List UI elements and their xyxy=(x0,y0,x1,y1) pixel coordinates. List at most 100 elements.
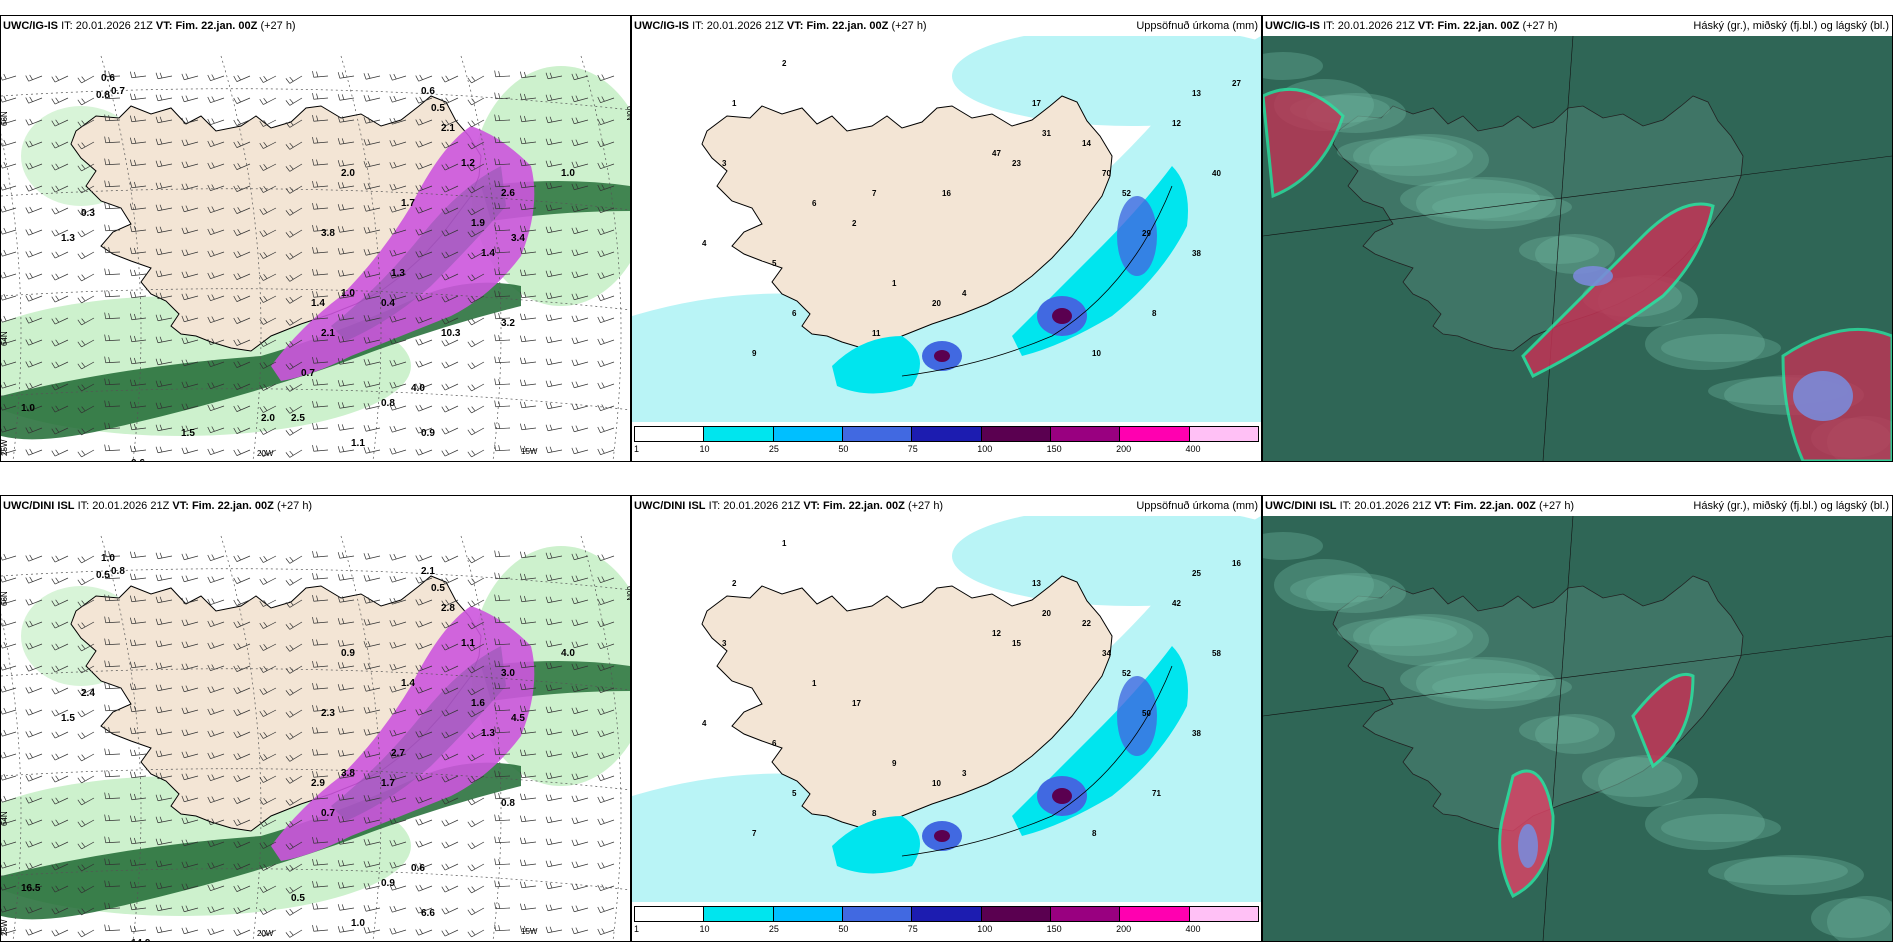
wind-barb xyxy=(519,225,537,233)
wind-barb xyxy=(545,684,563,692)
wind-barb xyxy=(181,905,199,913)
precip-value-label: 8 xyxy=(1092,829,1097,838)
wind-barb xyxy=(285,731,303,740)
colorbar-tick-label: 100 xyxy=(977,924,993,934)
wind-barb xyxy=(494,224,511,232)
wind-barb xyxy=(597,360,615,368)
low-cloud-area xyxy=(1645,318,1765,370)
wind-barb xyxy=(571,597,589,605)
precip-value-label: 2.9 xyxy=(311,778,325,789)
precip-value-label: 20 xyxy=(932,299,941,308)
wind-barb xyxy=(467,753,485,762)
cloud-map[interactable] xyxy=(1263,36,1892,461)
wind-barb xyxy=(337,424,355,431)
low-cloud-area xyxy=(1519,716,1599,744)
wind-barb xyxy=(415,426,433,434)
wind-barb xyxy=(25,752,43,760)
wind-barb xyxy=(233,577,251,584)
wind-barb xyxy=(415,162,433,170)
wind-barb xyxy=(25,206,43,214)
wind-barb xyxy=(545,574,563,582)
wind-barb xyxy=(441,753,459,761)
axis-label-lat: 66N xyxy=(625,106,630,121)
wind-barb xyxy=(389,359,407,367)
wind-barb xyxy=(415,928,433,936)
wind-barb xyxy=(571,861,589,869)
low-cloud-area xyxy=(1811,898,1891,938)
wind-barb xyxy=(363,927,381,934)
wind-barb xyxy=(519,661,537,669)
precip-map[interactable]: 2134569112047231731147052291213274038810… xyxy=(632,36,1261,422)
wind-barb xyxy=(415,686,433,694)
wind-barb xyxy=(467,317,485,326)
wind-barb xyxy=(233,555,251,562)
wind-barb xyxy=(1,117,17,125)
wind-barb xyxy=(285,885,303,894)
wind-barb xyxy=(233,753,251,760)
wind-barb xyxy=(207,162,225,170)
wind-barb xyxy=(155,292,173,300)
wind-barb xyxy=(545,204,563,212)
wind-barb xyxy=(259,841,277,849)
wind-barb xyxy=(155,446,173,454)
wind-barb xyxy=(571,707,589,715)
wind-barb xyxy=(389,795,407,803)
wind-barb xyxy=(337,226,355,233)
wind-barb xyxy=(233,163,251,170)
wind-barb xyxy=(363,139,381,146)
wind-barb xyxy=(155,816,173,824)
region-border xyxy=(901,185,1173,377)
wind-barb xyxy=(77,207,95,216)
wind-map[interactable]: 1.00.5 0.81.52.10.52.81.61.33.04.52.71.70… xyxy=(1,516,630,941)
wind-barb xyxy=(1,271,17,279)
wind-barb xyxy=(1,751,17,759)
precip-value-label: 6 xyxy=(812,199,817,208)
wind-barb xyxy=(337,314,355,321)
wind-barb xyxy=(104,880,121,888)
wind-barb xyxy=(519,705,537,713)
precip-value-label: 7 xyxy=(872,189,877,198)
wind-barb xyxy=(337,182,355,189)
wind-barb xyxy=(337,116,355,123)
wind-barb xyxy=(389,905,407,913)
wind-barb xyxy=(363,359,381,366)
wind-barb xyxy=(181,293,199,301)
colorbar-tick-label: 50 xyxy=(838,924,849,934)
wind-barb xyxy=(233,75,251,82)
wind-barb xyxy=(597,598,615,606)
wind-barb xyxy=(519,639,537,647)
low-cloud-area xyxy=(1708,857,1848,885)
wind-barb xyxy=(51,643,69,651)
precip-value-label: 16 xyxy=(942,189,951,198)
wind-barb xyxy=(259,621,277,629)
wind-barb xyxy=(389,861,407,869)
wind-barb xyxy=(207,382,225,390)
wind-barb xyxy=(389,447,407,455)
precip-map[interactable]: 1234657810121513202234525042251658387183… xyxy=(632,516,1261,902)
wind-barb xyxy=(104,550,121,558)
low-cloud-area xyxy=(1263,52,1323,80)
wind-barb xyxy=(25,708,43,716)
cloud-map[interactable] xyxy=(1263,516,1892,941)
wind-barb xyxy=(312,159,329,166)
wind-barb xyxy=(494,660,511,668)
wind-map[interactable]: 0.60.8 0.71.30.60.52.11.91.42.63.41.30.42… xyxy=(1,36,630,461)
precip-value-label: 10.3 xyxy=(441,328,461,339)
precip-value-label: 9 xyxy=(892,759,897,768)
precip-value-label: 1.7 xyxy=(381,778,395,789)
wind-barb xyxy=(181,817,199,825)
wind-barb xyxy=(1,729,17,737)
precip-value-label: 0.8 xyxy=(111,566,125,577)
wind-barb xyxy=(285,665,303,674)
precip-value-label: 0.6 xyxy=(421,86,435,97)
wind-barb xyxy=(363,117,381,124)
low-cloud-area xyxy=(1598,755,1698,807)
wind-barb xyxy=(129,551,147,559)
region-border xyxy=(901,665,1173,857)
wind-barb xyxy=(104,660,121,668)
wind-barb xyxy=(441,339,459,347)
wind-barb xyxy=(25,294,43,302)
wind-barb xyxy=(441,163,459,171)
wind-barb xyxy=(25,360,43,368)
wind-barb xyxy=(51,907,69,915)
